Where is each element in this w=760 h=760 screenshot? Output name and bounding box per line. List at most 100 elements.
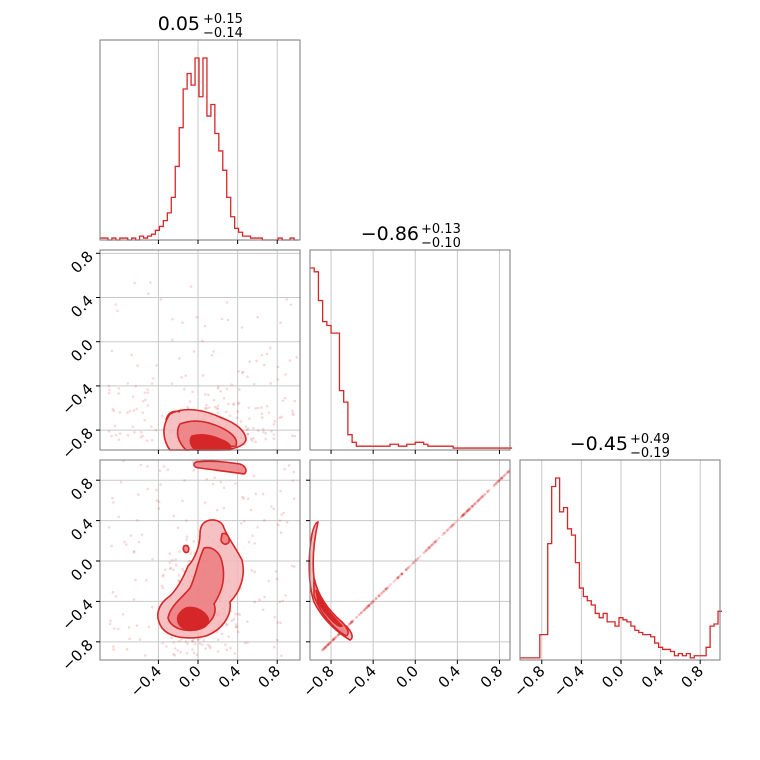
sample-point (436, 538, 439, 541)
sample-point (374, 597, 378, 600)
sample-point (367, 604, 371, 607)
sample-point (162, 573, 165, 577)
sample-point (291, 411, 295, 415)
sample-point (476, 499, 479, 503)
sample-point (272, 645, 276, 649)
sample-point (216, 387, 220, 390)
sample-point (244, 425, 248, 428)
sample-point (273, 419, 277, 423)
sample-point (146, 464, 149, 468)
sample-point (496, 480, 499, 484)
sample-point (483, 492, 487, 496)
x-tick-label: −0.4 (550, 662, 588, 700)
sample-point (159, 298, 163, 301)
sample-point (370, 601, 373, 605)
sample-point (168, 567, 172, 571)
sample-point (386, 586, 389, 589)
sample-point (245, 428, 249, 432)
sample-point (126, 382, 130, 385)
sample-point (349, 621, 353, 624)
sample-point (414, 559, 417, 563)
sample-point (215, 630, 219, 634)
sample-point (261, 608, 265, 612)
sample-point (369, 602, 372, 606)
title-median: −0.86 (361, 223, 419, 245)
sample-point (170, 636, 174, 640)
x-tick-label: 0.4 (435, 662, 465, 692)
sample-point (329, 640, 333, 644)
sample-point (292, 497, 296, 500)
sample-point (270, 429, 273, 433)
sample-point (289, 303, 293, 307)
sample-point (332, 637, 336, 641)
sample-point (495, 481, 498, 485)
sample-point (204, 647, 207, 650)
sample-point (270, 505, 273, 508)
sample-point (256, 406, 260, 410)
sample-point (111, 496, 114, 500)
x-tick-label: −0.4 (127, 662, 165, 700)
contour-middle (313, 577, 349, 637)
sample-point (171, 317, 174, 321)
sample-point (234, 612, 237, 616)
sample-point (151, 377, 155, 380)
y-tick-label: −0.8 (58, 636, 96, 674)
sample-point (400, 572, 404, 576)
sample-point (192, 350, 196, 353)
sample-point (220, 632, 224, 636)
contour-inner (315, 589, 344, 627)
sample-point (324, 645, 327, 649)
sample-point (452, 522, 456, 526)
sample-point (285, 520, 289, 524)
panel-frame (99, 249, 301, 451)
sample-point (169, 566, 173, 570)
sample-point (198, 642, 202, 645)
sample-point (143, 654, 147, 657)
sample-point (256, 526, 259, 529)
sample-point (112, 648, 115, 651)
x-tick-label: −0.8 (299, 662, 337, 700)
sample-point (234, 625, 238, 629)
sample-point (130, 353, 133, 357)
sample-point (406, 566, 410, 570)
sample-point (138, 638, 142, 641)
sample-point (468, 507, 472, 511)
sample-point (280, 654, 283, 658)
sample-point (151, 557, 154, 561)
sample-point (393, 578, 397, 582)
sample-point (132, 409, 136, 412)
sample-point (497, 479, 501, 482)
panel-joint-2-3: −0.8 −0.4 0.0 0.4 0.8 (299, 459, 511, 701)
sample-point (158, 469, 162, 472)
sample-point (217, 385, 220, 388)
sample-point (397, 575, 400, 579)
sample-point (172, 641, 175, 644)
sample-point (400, 572, 404, 575)
sample-point (141, 411, 145, 414)
sample-point (260, 353, 264, 357)
sample-point (237, 401, 241, 405)
sample-point (246, 432, 250, 436)
sample-point (227, 635, 230, 638)
sample-point (442, 532, 446, 535)
sample-point (291, 434, 294, 438)
sample-point (367, 604, 370, 608)
sample-point (429, 544, 433, 548)
sample-point (208, 644, 211, 648)
sample-point (350, 621, 353, 624)
sample-point (461, 513, 465, 517)
sample-point (180, 637, 183, 641)
sample-point (279, 321, 282, 325)
sample-point (150, 605, 154, 609)
y-tick-label: −0.8 (58, 424, 96, 462)
sample-point (281, 599, 284, 603)
sample-point (265, 404, 269, 408)
sample-point (486, 489, 490, 493)
scatter-points-2-3 (320, 469, 511, 652)
sample-point (114, 303, 118, 306)
sample-point (123, 540, 126, 544)
contour-inner (176, 606, 210, 631)
sample-point (146, 391, 150, 394)
sample-point (111, 408, 115, 411)
sample-point (464, 510, 468, 514)
